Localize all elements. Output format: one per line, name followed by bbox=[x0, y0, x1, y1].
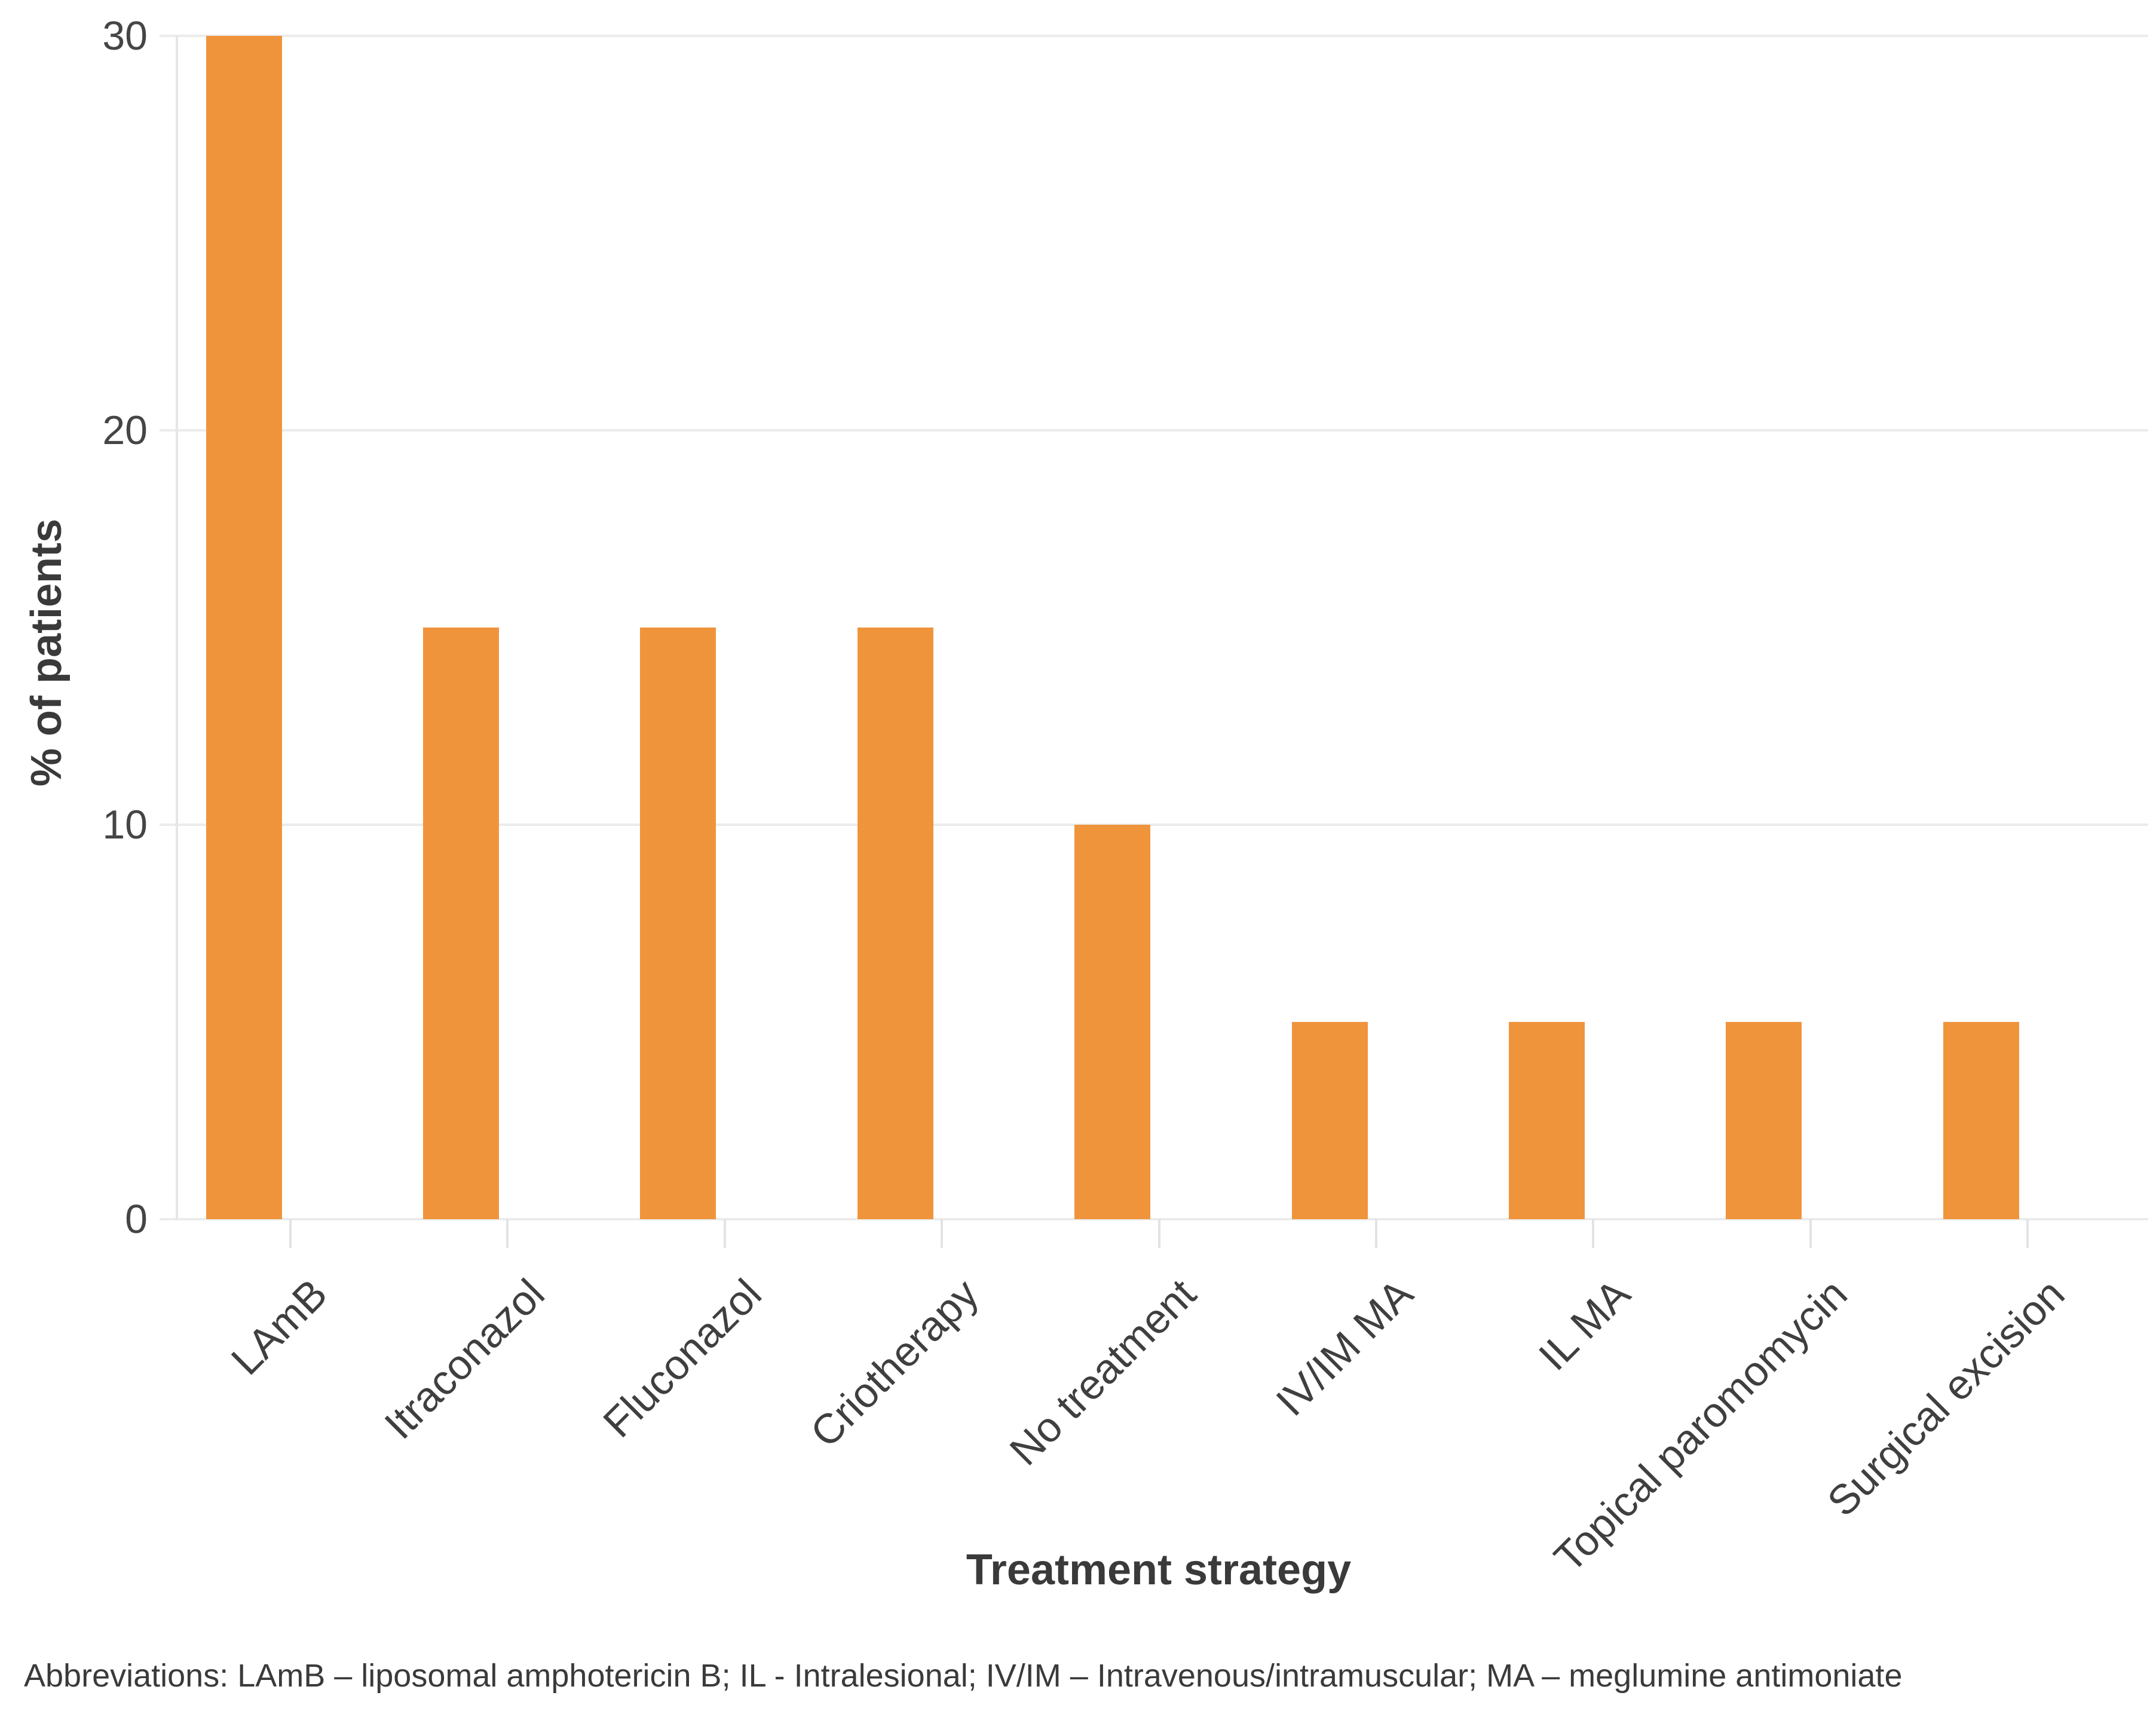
y-axis-title: % of patients bbox=[23, 518, 71, 787]
bar-topical-paromomycin bbox=[1726, 1022, 1802, 1219]
x-tick-mark bbox=[1157, 1219, 1160, 1248]
bar-itraconazol bbox=[422, 628, 499, 1219]
x-axis-title: Treatment strategy bbox=[966, 1546, 1352, 1594]
x-tick-label: IV/IM MA bbox=[1267, 1270, 1422, 1425]
y-axis-line bbox=[176, 36, 178, 1219]
bar-lamb bbox=[206, 36, 282, 1219]
x-tick-mark bbox=[941, 1219, 944, 1248]
bar-fluconazol bbox=[640, 628, 716, 1219]
bar-no-treatment bbox=[1074, 825, 1151, 1219]
bar-surgical-excision bbox=[1943, 1022, 2019, 1219]
y-tick-label: 20 bbox=[102, 408, 148, 453]
y-tick-label: 30 bbox=[102, 13, 148, 59]
x-tick-label: Criotherapy bbox=[801, 1270, 988, 1456]
gridline-y10 bbox=[160, 824, 2148, 826]
y-tick-label: 10 bbox=[102, 802, 148, 847]
bar-il-ma bbox=[1508, 1022, 1585, 1219]
x-tick-mark bbox=[723, 1219, 726, 1248]
y-tick-label: 0 bbox=[125, 1196, 148, 1242]
gridline-y30 bbox=[160, 35, 2148, 37]
x-tick-mark bbox=[1375, 1219, 1377, 1248]
bar-iv-im-ma bbox=[1291, 1022, 1368, 1219]
x-tick-mark bbox=[289, 1219, 292, 1248]
gridline-y0 bbox=[160, 1218, 2148, 1220]
x-tick-mark bbox=[506, 1219, 509, 1248]
x-tick-label: IL MA bbox=[1530, 1270, 1639, 1379]
x-tick-label: No treatment bbox=[1000, 1270, 1205, 1474]
x-tick-mark bbox=[1592, 1219, 1595, 1248]
x-tick-label: Fluconazol bbox=[594, 1270, 771, 1446]
x-tick-label: Surgical excision bbox=[1818, 1270, 2074, 1525]
x-tick-label: LAmB bbox=[222, 1270, 336, 1384]
bar-criotherapy bbox=[857, 628, 933, 1219]
x-tick-mark bbox=[2026, 1219, 2029, 1248]
abbreviations-note: Abbreviations: LAmB – liposomal amphoter… bbox=[24, 1658, 1903, 1694]
gridline-y20 bbox=[160, 429, 2148, 431]
x-tick-mark bbox=[1809, 1219, 1812, 1248]
x-tick-label: Itraconazol bbox=[375, 1270, 553, 1448]
